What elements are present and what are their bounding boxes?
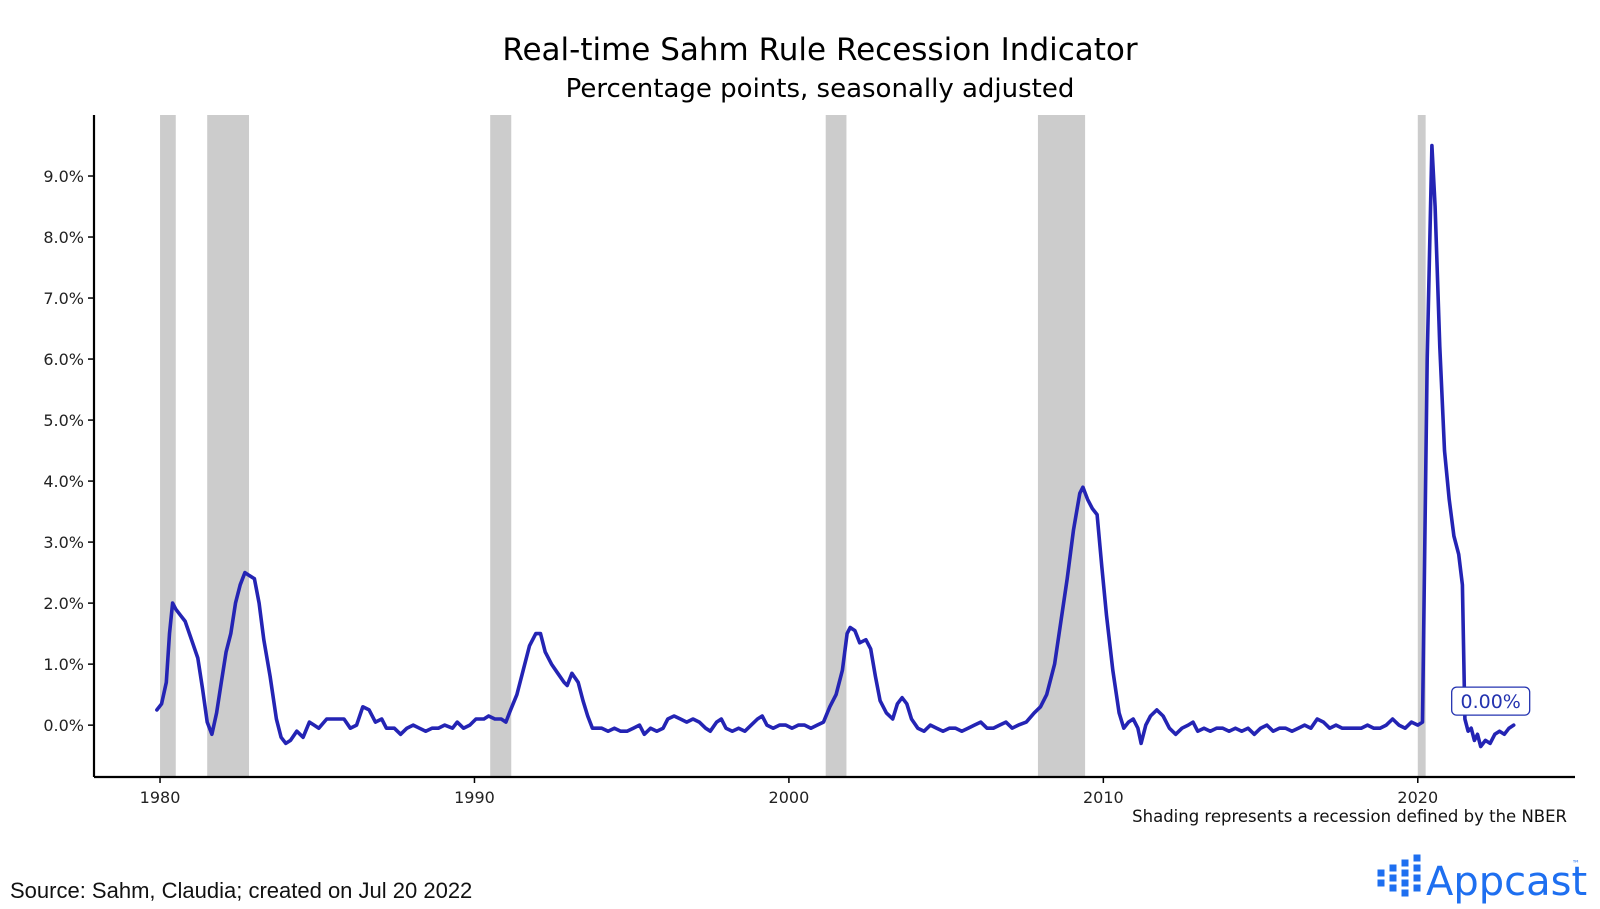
recession-band-2 <box>207 115 250 777</box>
source-text: Source: Sahm, Claudia; created on Jul 20… <box>10 878 472 903</box>
appcast-logo: Appcast ™ <box>1377 854 1587 905</box>
y-tick-label: 2.0% <box>43 594 84 613</box>
y-tick-label: 3.0% <box>43 533 84 552</box>
logo-dot <box>1401 879 1409 887</box>
value-callout-box <box>1451 686 1531 716</box>
y-tick-label: 7.0% <box>43 289 84 308</box>
appcast-logo-mark-icon <box>1377 854 1421 897</box>
recession-band-3 <box>490 115 512 777</box>
annotations: 0.00% <box>1451 686 1531 716</box>
x-tick-label: 1980 <box>140 788 181 807</box>
nber-note: Shading represents a recession defined b… <box>1132 807 1567 826</box>
value-callout-label: 0.00% <box>1461 691 1521 713</box>
x-tick-label: 2000 <box>769 788 810 807</box>
recession-shading <box>160 115 1426 777</box>
y-tick-label: 5.0% <box>43 411 84 430</box>
logo-dot <box>1413 874 1421 882</box>
recession-band-5 <box>1037 115 1086 777</box>
axes: 0.0% 1.0% 2.0% 3.0% 4.0% 5.0% 6.0% 7.0% 8.0% 9.0%… <box>43 115 1575 807</box>
logo-dot <box>1389 874 1397 882</box>
x-tick-label: 1990 <box>454 788 495 807</box>
y-tick-label: 1.0% <box>43 655 84 674</box>
recession-band-6 <box>1417 115 1426 777</box>
y-tick-label: 8.0% <box>43 228 84 247</box>
series-line-1 <box>155 143 1516 749</box>
plot-area <box>155 143 1516 749</box>
chart-subtitle: Percentage points, seasonally adjusted <box>566 74 1075 104</box>
y-tick-label: 0.0% <box>43 716 84 735</box>
appcast-trademark: ™ <box>1572 859 1580 868</box>
logo-dot <box>1413 884 1421 892</box>
logo-dot <box>1377 879 1385 887</box>
logo-dot <box>1401 869 1409 877</box>
appcast-logo-text: Appcast <box>1426 859 1587 905</box>
x-tick-label: 2020 <box>1397 788 1438 807</box>
y-tick-label: 6.0% <box>43 350 84 369</box>
logo-dot <box>1389 864 1397 872</box>
x-tick-label: 2010 <box>1083 788 1124 807</box>
recession-band-4 <box>825 115 847 777</box>
logo-dot <box>1401 859 1409 867</box>
y-tick-label: 9.0% <box>43 167 84 186</box>
logo-dot <box>1413 864 1421 872</box>
chart-title: Real-time Sahm Rule Recession Indicator <box>502 32 1138 68</box>
logo-dot <box>1377 869 1385 877</box>
logo-dot <box>1401 889 1409 897</box>
logo-dot <box>1413 854 1421 862</box>
y-tick-label: 4.0% <box>43 472 84 491</box>
logo-dot <box>1389 884 1397 892</box>
